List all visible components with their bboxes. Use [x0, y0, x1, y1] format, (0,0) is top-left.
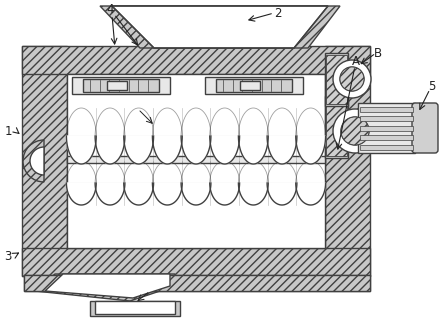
Bar [326, 55, 347, 104]
Bar [72, 77, 170, 94]
Bar [360, 107, 413, 112]
Circle shape [341, 117, 369, 145]
Text: 1: 1 [4, 124, 12, 137]
Bar [325, 53, 348, 106]
Bar [90, 301, 180, 316]
Bar [360, 116, 413, 121]
Polygon shape [267, 183, 297, 205]
Polygon shape [67, 183, 96, 205]
Polygon shape [95, 183, 125, 205]
Bar [22, 248, 370, 276]
Bar [24, 275, 370, 291]
Polygon shape [124, 136, 154, 164]
Text: 4: 4 [106, 3, 114, 16]
Bar [205, 77, 303, 94]
Bar [360, 125, 413, 130]
FancyBboxPatch shape [412, 103, 438, 153]
Text: A: A [352, 55, 360, 68]
Polygon shape [267, 136, 297, 164]
Bar [83, 79, 159, 92]
Circle shape [341, 117, 369, 145]
Polygon shape [67, 136, 96, 164]
Bar [360, 145, 413, 150]
Bar [325, 46, 370, 276]
Bar [24, 275, 370, 291]
Bar [325, 96, 348, 158]
Polygon shape [296, 183, 325, 205]
Bar [22, 46, 67, 276]
Wedge shape [23, 140, 44, 182]
Bar [240, 81, 260, 90]
Polygon shape [124, 183, 154, 205]
Polygon shape [181, 136, 211, 164]
Circle shape [340, 67, 364, 91]
Polygon shape [238, 183, 268, 205]
Bar [107, 81, 127, 90]
Bar [95, 301, 175, 314]
Bar [22, 46, 370, 74]
Polygon shape [95, 136, 125, 164]
Text: 5: 5 [428, 79, 436, 92]
Bar [216, 79, 292, 92]
Polygon shape [210, 183, 240, 205]
Polygon shape [100, 6, 340, 48]
Polygon shape [296, 136, 325, 164]
Circle shape [333, 60, 371, 98]
Bar [67, 74, 325, 248]
Text: 2: 2 [274, 7, 282, 20]
Text: 3: 3 [4, 250, 12, 262]
Bar [360, 135, 413, 140]
Polygon shape [210, 136, 240, 164]
Bar [67, 156, 325, 163]
Polygon shape [112, 6, 328, 48]
Wedge shape [30, 147, 44, 175]
Polygon shape [152, 183, 182, 205]
Polygon shape [238, 136, 268, 164]
Text: B: B [374, 46, 382, 60]
Bar [348, 117, 360, 145]
Polygon shape [181, 183, 211, 205]
Bar [358, 103, 415, 153]
Polygon shape [45, 274, 170, 298]
Circle shape [333, 109, 377, 153]
Polygon shape [35, 274, 175, 301]
Polygon shape [152, 136, 182, 164]
Bar [326, 98, 347, 156]
Circle shape [340, 67, 364, 91]
